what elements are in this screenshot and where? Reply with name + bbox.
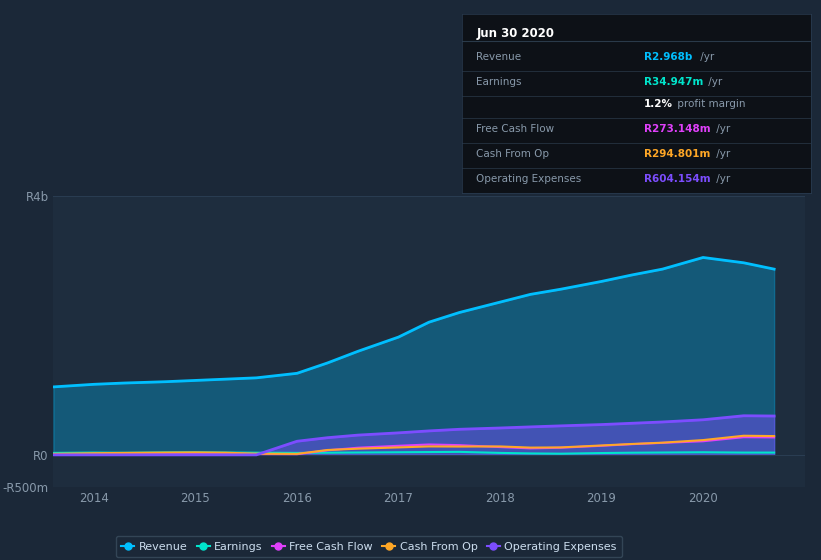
- Text: Operating Expenses: Operating Expenses: [476, 174, 581, 184]
- Text: R34.947m: R34.947m: [644, 77, 703, 87]
- Text: Jun 30 2020: Jun 30 2020: [476, 26, 554, 40]
- Text: /yr: /yr: [713, 124, 730, 134]
- Text: Earnings: Earnings: [476, 77, 521, 87]
- Text: R294.801m: R294.801m: [644, 149, 710, 159]
- Text: R604.154m: R604.154m: [644, 174, 710, 184]
- Text: Cash From Op: Cash From Op: [476, 149, 549, 159]
- Text: Free Cash Flow: Free Cash Flow: [476, 124, 554, 134]
- Text: R2.968b: R2.968b: [644, 53, 692, 62]
- Text: 1.2%: 1.2%: [644, 99, 672, 109]
- Text: /yr: /yr: [713, 174, 730, 184]
- Text: /yr: /yr: [705, 77, 722, 87]
- Text: profit margin: profit margin: [674, 99, 745, 109]
- Text: Revenue: Revenue: [476, 53, 521, 62]
- Text: /yr: /yr: [697, 53, 714, 62]
- Legend: Revenue, Earnings, Free Cash Flow, Cash From Op, Operating Expenses: Revenue, Earnings, Free Cash Flow, Cash …: [116, 536, 622, 557]
- Text: /yr: /yr: [713, 149, 730, 159]
- Text: R273.148m: R273.148m: [644, 124, 710, 134]
